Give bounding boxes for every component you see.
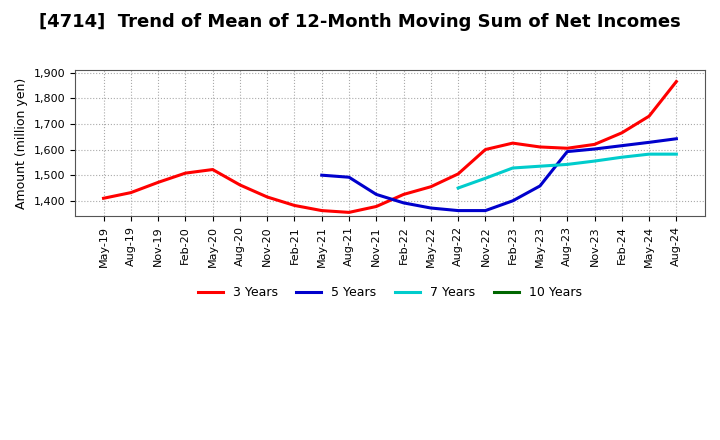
3 Years [99,196,108,201]
7 Years [618,154,626,160]
5 Years [481,208,490,213]
3 Years [372,204,381,209]
5 Years [400,200,408,205]
3 Years [563,146,572,151]
5 Years [563,149,572,154]
Line: 7 Years: 7 Years [458,154,676,188]
Line: 5 Years: 5 Years [322,139,676,211]
3 Years [263,194,271,200]
Line: 3 Years: 3 Years [104,81,676,213]
Legend: 3 Years, 5 Years, 7 Years, 10 Years: 3 Years, 5 Years, 7 Years, 10 Years [193,281,588,304]
3 Years [645,114,654,119]
3 Years [618,130,626,136]
5 Years [645,140,654,145]
3 Years [536,144,544,150]
5 Years [536,183,544,189]
Y-axis label: Amount (million yen): Amount (million yen) [15,77,28,209]
5 Years [454,208,462,213]
7 Years [536,164,544,169]
7 Years [481,176,490,181]
5 Years [372,192,381,197]
5 Years [508,198,517,203]
3 Years [454,171,462,176]
3 Years [400,192,408,197]
7 Years [645,151,654,157]
7 Years [672,151,680,157]
3 Years [154,180,163,185]
5 Years [618,143,626,148]
7 Years [563,162,572,167]
7 Years [454,185,462,191]
3 Years [481,147,490,152]
3 Years [290,203,299,208]
7 Years [508,165,517,171]
5 Years [672,136,680,141]
7 Years [590,158,599,164]
3 Years [426,184,435,189]
5 Years [345,175,354,180]
3 Years [672,79,680,84]
3 Years [508,140,517,146]
3 Years [127,190,135,195]
3 Years [318,208,326,213]
3 Years [208,167,217,172]
3 Years [235,182,244,187]
3 Years [181,170,189,176]
Text: [4714]  Trend of Mean of 12-Month Moving Sum of Net Incomes: [4714] Trend of Mean of 12-Month Moving … [39,13,681,31]
3 Years [345,210,354,215]
5 Years [318,172,326,178]
5 Years [426,205,435,211]
5 Years [590,147,599,152]
3 Years [590,142,599,147]
